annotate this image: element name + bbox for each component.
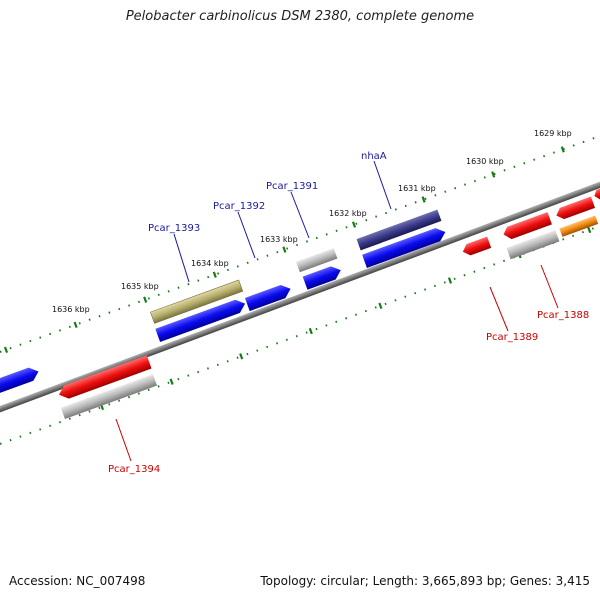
gene-pcar-1394-gray[interactable] — [60, 374, 158, 420]
reverse-genes — [57, 185, 600, 420]
major-tick — [560, 146, 565, 153]
major-tick — [282, 246, 287, 253]
kbp-label-1636: 1636 kbp — [52, 305, 90, 314]
leader-pcar-1391 — [290, 191, 310, 239]
outer-major-ticks — [3, 146, 565, 354]
label-pcar-1389[interactable]: Pcar_1389 — [486, 332, 538, 343]
major-tick — [447, 277, 453, 284]
major-tick — [3, 346, 9, 354]
major-tick — [239, 353, 244, 360]
gene-pcar-1389-red[interactable] — [501, 212, 552, 241]
major-tick — [143, 296, 148, 303]
kbp-label-1630: 1630 kbp — [466, 157, 504, 166]
leader-pcar-1389 — [489, 286, 509, 332]
gene-right-edge-red[interactable] — [593, 185, 600, 201]
genome-title: Pelobacter carbinolicus DSM 2380, comple… — [125, 9, 475, 24]
leader-pcar-1393 — [173, 233, 190, 283]
label-pcar-1388[interactable]: Pcar_1388 — [537, 310, 589, 321]
gene-nhaa-blue[interactable] — [362, 225, 448, 268]
gene-pcar-1391-gray[interactable] — [296, 248, 338, 273]
major-tick — [351, 221, 357, 228]
inner-tick-track — [0, 225, 600, 445]
gene-pcar-1389-gray[interactable] — [506, 230, 560, 260]
kbp-label-1634: 1634 kbp — [191, 259, 229, 268]
gene-nhaa[interactable] — [356, 209, 442, 251]
kbp-label-1632: 1632 kbp — [329, 209, 367, 218]
forward-genes — [0, 209, 448, 396]
gene-pcar-1394-red[interactable] — [57, 355, 152, 401]
kbp-label-1631: 1631 kbp — [398, 184, 436, 193]
leader-nhaa — [373, 160, 392, 210]
label-pcar-1391[interactable]: Pcar_1391 — [266, 181, 318, 192]
genome-summary-text: Topology: circular; Length: 3,665,893 bp… — [260, 574, 590, 588]
outer-tick-track — [0, 135, 600, 353]
major-tick — [212, 271, 217, 278]
major-tick — [378, 302, 383, 309]
gene-pcar-1388-orange[interactable] — [559, 215, 599, 237]
gene-pcar-1393-olive[interactable] — [150, 279, 244, 324]
kbp-labels: 1636 kbp 1635 kbp 1634 kbp 1633 kbp 1632… — [52, 129, 572, 314]
leader-pcar-1392 — [237, 211, 256, 259]
major-tick — [587, 226, 592, 234]
gene-pcar-1388-red[interactable] — [554, 196, 596, 222]
accession-text: Accession: NC_007498 — [9, 574, 146, 588]
leader-pcar-1394 — [115, 418, 132, 462]
major-tick — [169, 378, 174, 385]
gene-labels: Pcar_1393 Pcar_1392 Pcar_1391 nhaA Pcar_… — [108, 151, 589, 475]
gene-pcar-1389-red-small[interactable] — [461, 236, 492, 258]
gene-left-blue[interactable] — [0, 365, 41, 396]
label-pcar-1394[interactable]: Pcar_1394 — [108, 464, 160, 475]
label-pcar-1393[interactable]: Pcar_1393 — [148, 223, 200, 234]
label-leaders — [115, 160, 559, 462]
gene-pcar-1391-blue[interactable] — [302, 264, 343, 290]
kbp-label-1629: 1629 kbp — [534, 129, 572, 138]
kbp-label-1635: 1635 kbp — [121, 282, 159, 291]
gene-pcar-1392[interactable] — [244, 282, 293, 312]
leader-pcar-1388 — [540, 264, 559, 309]
kbp-label-1633: 1633 kbp — [260, 235, 298, 244]
major-tick — [73, 321, 78, 328]
label-nhaa[interactable]: nhaA — [361, 151, 387, 162]
major-tick — [308, 327, 313, 335]
major-tick — [491, 171, 496, 178]
gene-pcar-1393-blue[interactable] — [155, 297, 247, 342]
label-pcar-1392[interactable]: Pcar_1392 — [213, 201, 265, 212]
major-tick — [421, 196, 426, 203]
